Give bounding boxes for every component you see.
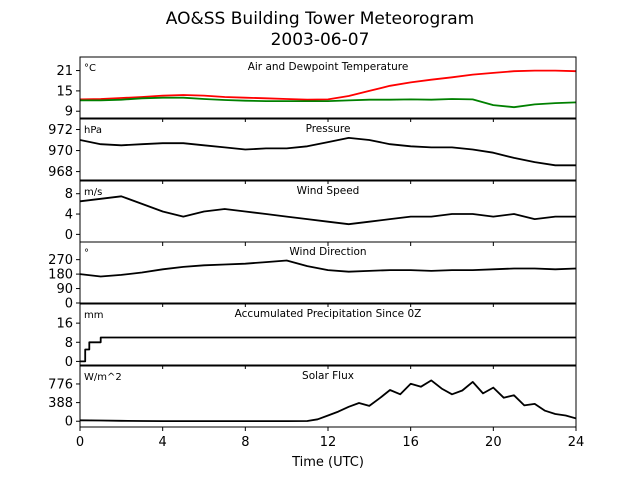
solar-ytick-label: 776 — [48, 377, 73, 392]
figure-title-line2: 2003-06-07 — [271, 30, 370, 50]
windspeed-panel-title: Wind Speed — [297, 185, 360, 197]
pressure-ytick-label: 968 — [48, 165, 73, 180]
pressure-unit-label: hPa — [84, 125, 102, 136]
winddir-panel-title: Wind Direction — [289, 246, 366, 258]
panel-temp: 9 15 21 °C Air and Dewpoint Temperature — [56, 56, 577, 122]
temp-series-1 — [80, 96, 576, 109]
winddir-ytick-label: 90 — [56, 282, 73, 297]
solar-series-0 — [80, 379, 576, 423]
pressure-ytick-label: 970 — [48, 144, 73, 159]
temp-ytick-label: 9 — [65, 105, 73, 120]
winddir-ytick-label: 180 — [48, 268, 73, 283]
precip-panel-title: Accumulated Precipitation Since 0Z — [235, 308, 422, 320]
xtick-label: 24 — [568, 435, 585, 450]
figure-title-line1: AO&SS Building Tower Meteorogram — [166, 9, 474, 29]
panel-pressure: 968 970 972 hPa Pressure — [48, 118, 577, 184]
temp-ytick-label: 15 — [56, 84, 73, 99]
pressure-series-0 — [80, 136, 576, 167]
windspeed-ytick-label: 8 — [65, 187, 73, 202]
precip-ytick-label: 16 — [56, 317, 73, 332]
xtick-label: 0 — [76, 435, 84, 450]
precip-ytick-label: 8 — [65, 336, 73, 351]
x-axis-ticks: 0 4 8 12 16 20 24 — [76, 435, 584, 450]
winddir-series-0 — [80, 259, 576, 278]
temp-series-0 — [80, 69, 576, 101]
x-axis-label: Time (UTC) — [291, 455, 364, 470]
xtick-label: 12 — [320, 435, 337, 450]
winddir-unit-label: ° — [84, 248, 89, 259]
windspeed-unit-label: m/s — [84, 187, 102, 198]
panel-solar: 0 388 776 W/m^2 Solar Flux — [48, 365, 577, 431]
winddir-ytick-label: 270 — [48, 253, 73, 268]
panels-group: 9 15 21 °C Air and Dewpoint Temperature 968 97… — [48, 56, 584, 450]
temp-panel-title: Air and Dewpoint Temperature — [248, 61, 409, 73]
xtick-label: 16 — [402, 435, 419, 450]
pressure-ytick-label: 972 — [48, 123, 73, 138]
solar-unit-label: W/m^2 — [84, 372, 122, 383]
winddir-ytick-label: 0 — [65, 297, 73, 312]
windspeed-ytick-label: 4 — [65, 208, 73, 223]
precip-series-0 — [80, 336, 576, 363]
solar-ytick-label: 388 — [48, 396, 73, 411]
windspeed-series-0 — [80, 195, 576, 226]
solar-panel-title: Solar Flux — [302, 370, 354, 382]
solar-ytick-label: 0 — [65, 415, 73, 430]
precip-unit-label: mm — [84, 310, 103, 321]
temp-unit-label: °C — [84, 63, 96, 74]
temp-ytick-label: 21 — [56, 64, 73, 79]
precip-ytick-label: 0 — [65, 355, 73, 370]
xtick-label: 8 — [241, 435, 249, 450]
xtick-label: 20 — [485, 435, 502, 450]
windspeed-ytick-label: 0 — [65, 228, 73, 243]
panel-precip: 0 8 16 mm Accumulated Precipitation Since 0Z — [56, 303, 577, 370]
xtick-label: 4 — [159, 435, 167, 450]
pressure-panel-title: Pressure — [306, 123, 351, 135]
panel-windspeed: 0 4 8 m/s Wind Speed — [65, 180, 577, 246]
